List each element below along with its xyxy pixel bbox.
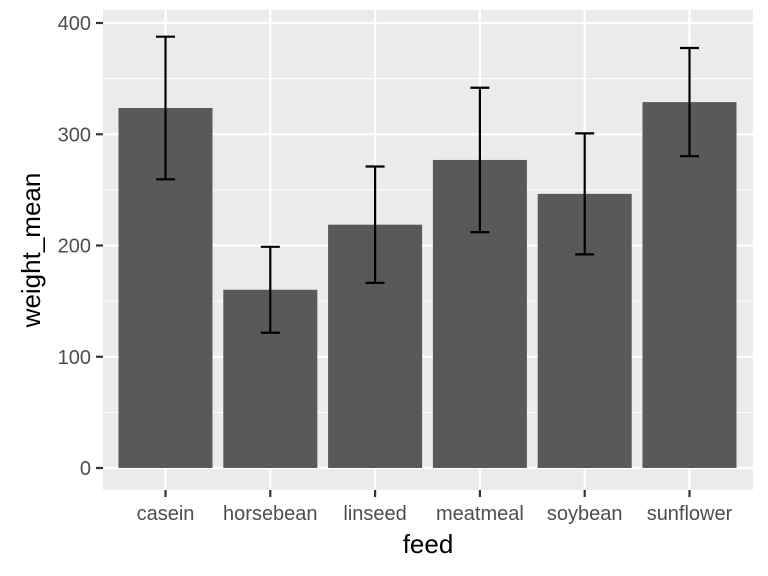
x-tick-label-meatmeal: meatmeal [436, 503, 524, 525]
bars [118, 102, 737, 469]
x-tick-label-linseed: linseed [343, 503, 406, 525]
x-axis-title: feed [403, 529, 454, 559]
y-tick-label: 0 [80, 458, 91, 480]
y-tick-label: 300 [58, 124, 91, 146]
errorbar-casein [156, 35, 175, 181]
x-tick-label-sunflower: sunflower [647, 503, 733, 525]
errorbar-sunflower [680, 46, 699, 158]
errorbar-meatmeal [470, 86, 490, 234]
x-tick-label-soybean: soybean [547, 503, 623, 525]
y-tick-label: 200 [58, 236, 91, 258]
y-axis: 0 100 200 300 400 [58, 13, 103, 480]
errorbar-linseed [365, 165, 385, 284]
y-axis-title: weight_mean [16, 173, 46, 329]
errorbar-soybean [575, 132, 595, 256]
bar-sunflower [642, 102, 737, 468]
x-tick-label-horsebean: horsebean [223, 503, 318, 525]
y-tick-label: 400 [58, 13, 91, 35]
errorbar-horsebean [260, 245, 280, 334]
x-axis: casein horsebean linseed meatmeal soybean sun… [137, 490, 733, 525]
x-tick-label-casein: casein [137, 503, 195, 525]
y-tick-label: 100 [58, 347, 91, 369]
error-bars [156, 35, 699, 334]
